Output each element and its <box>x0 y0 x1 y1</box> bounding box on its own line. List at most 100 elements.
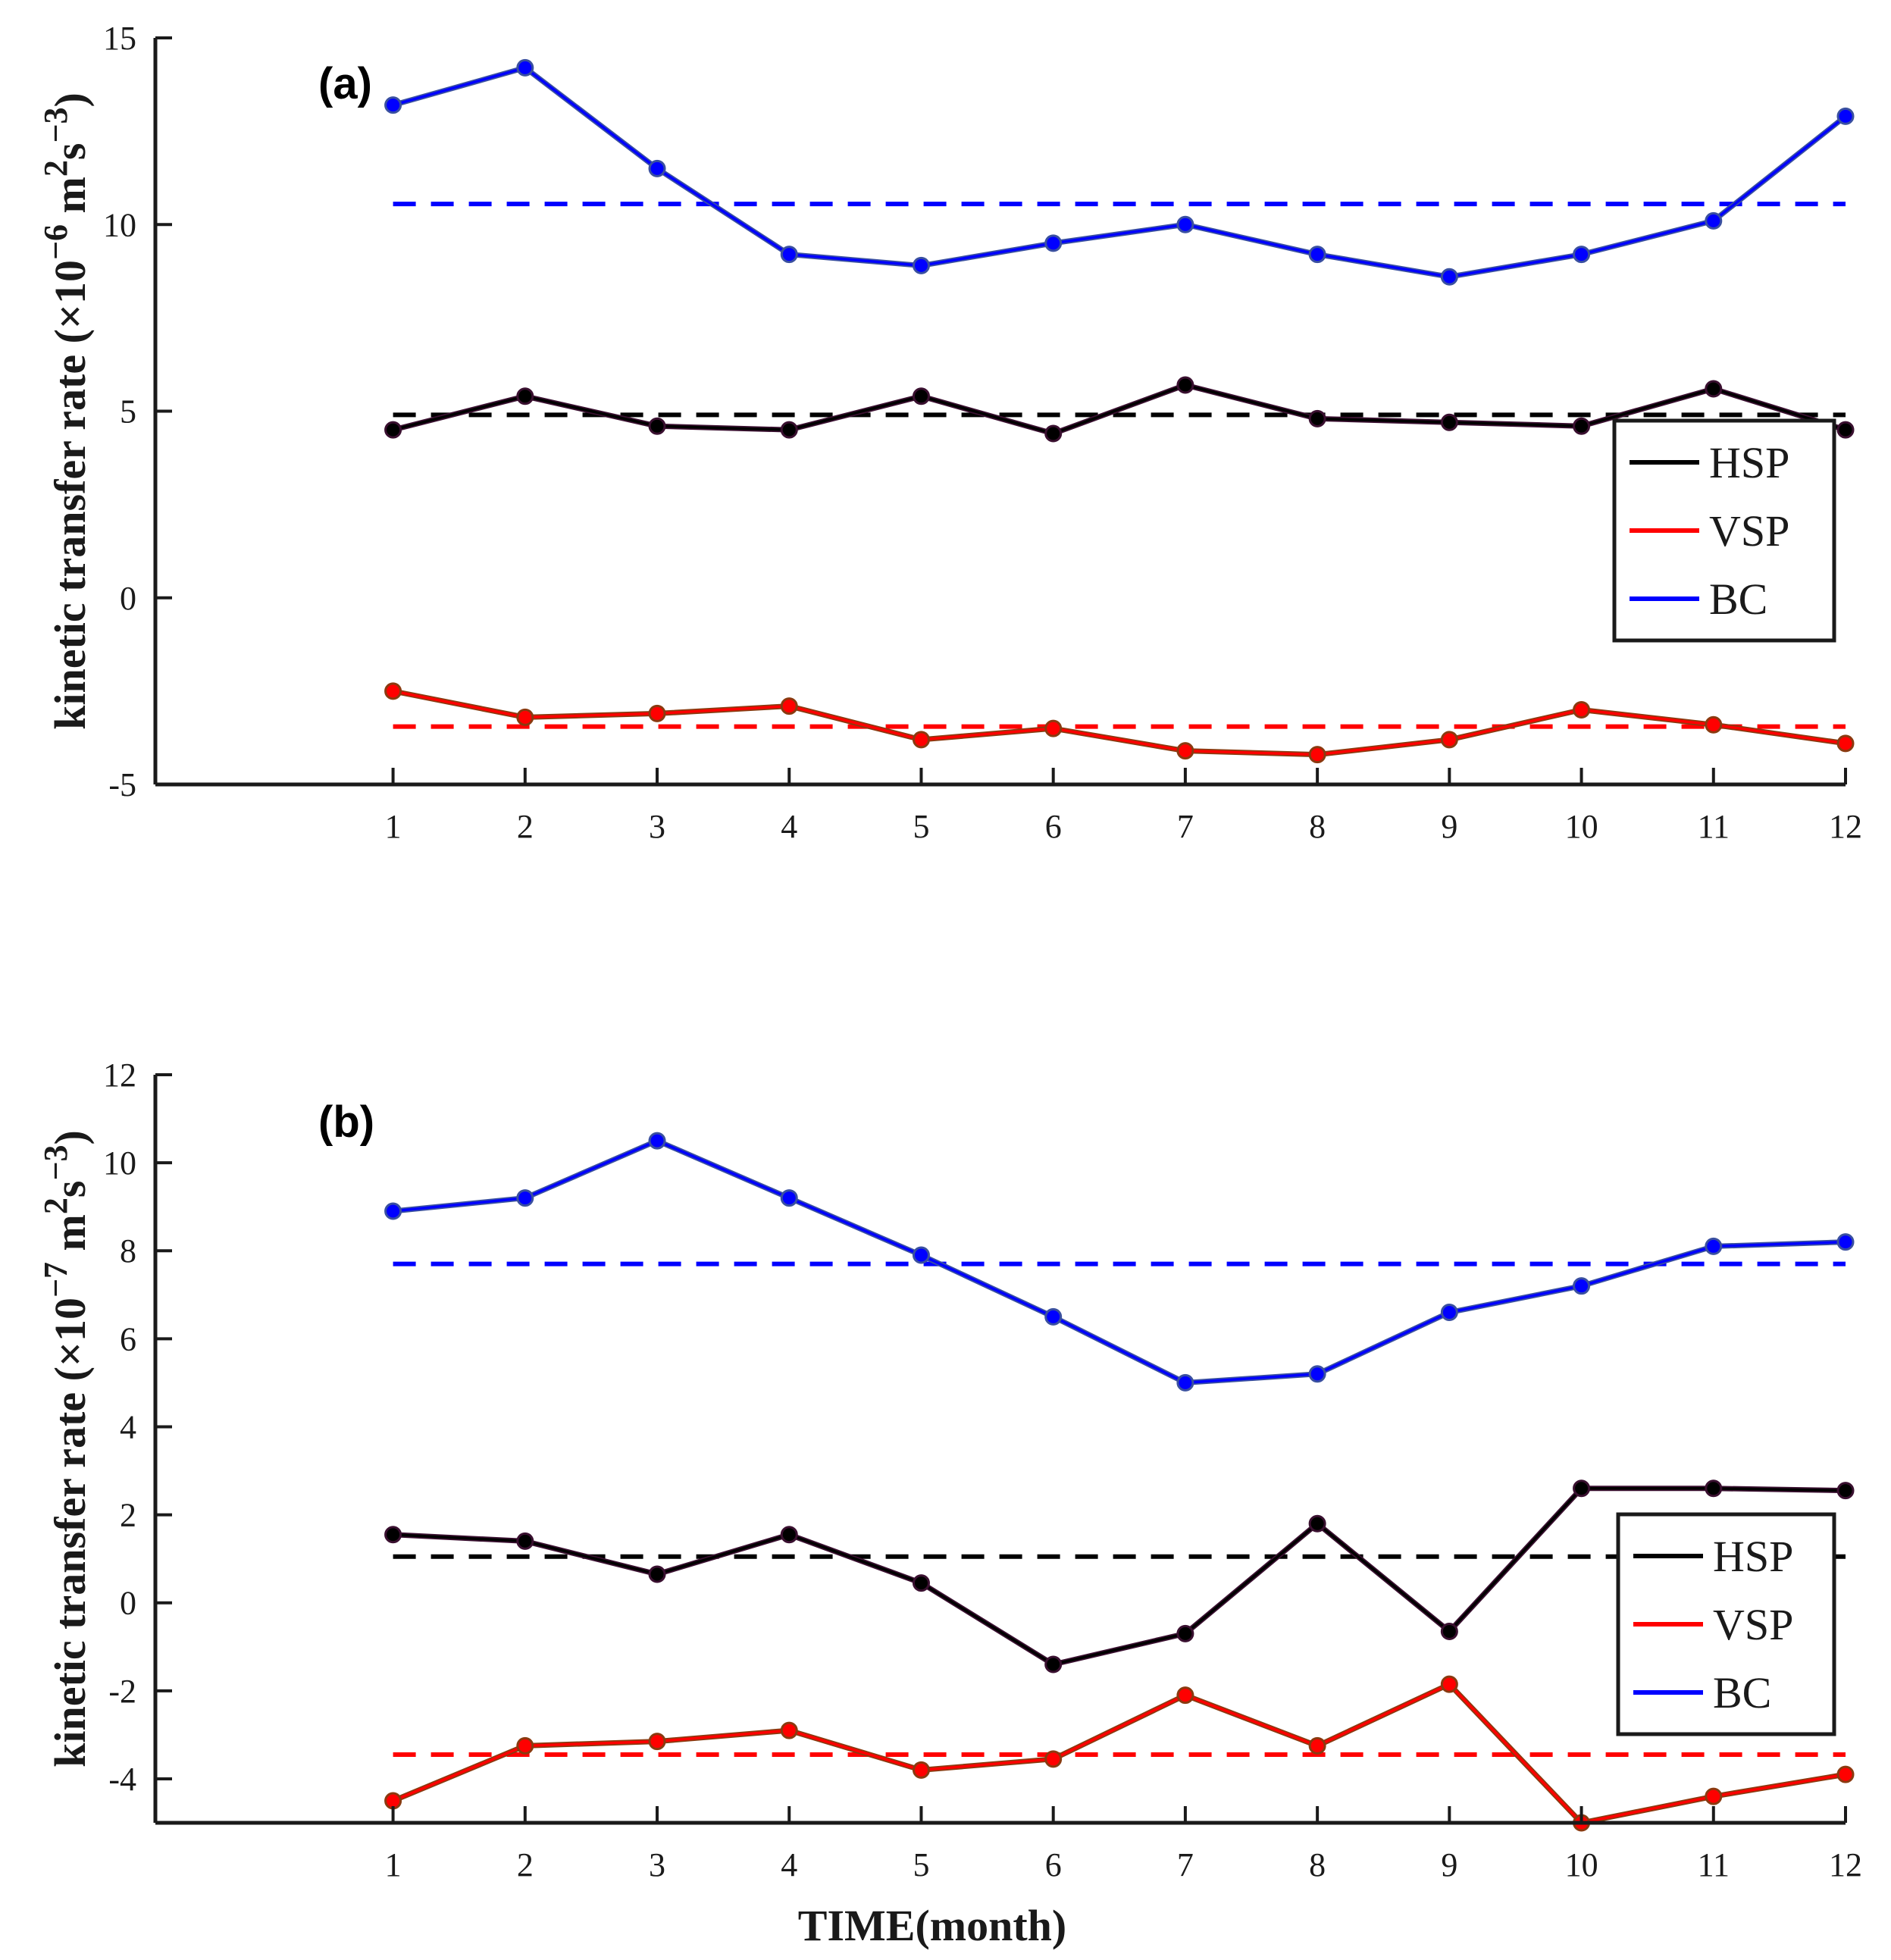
y-tick-label: 2 <box>120 1497 136 1534</box>
data-point-vsp-5 <box>912 731 930 749</box>
series-line-vsp <box>392 1683 1846 1824</box>
data-point-bc-7 <box>1176 215 1194 233</box>
x-tick-label: 8 <box>1309 808 1326 845</box>
data-point-vsp-1 <box>384 682 402 700</box>
data-point-vsp-7 <box>1176 1686 1194 1705</box>
series-line-bc <box>393 66 1847 278</box>
y-tick-label: 0 <box>120 580 136 617</box>
x-tick-label: 10 <box>1565 1846 1598 1883</box>
y-tick-label: 15 <box>103 20 136 57</box>
data-point-hsp-9 <box>1440 1622 1458 1640</box>
data-point-hsp-1 <box>384 1526 402 1544</box>
legend-label-bc: BC <box>1709 575 1767 624</box>
data-point-bc-4 <box>780 246 798 264</box>
y-tick-label: 10 <box>103 206 136 243</box>
data-point-bc-6 <box>1044 1307 1063 1326</box>
x-tick-label: 6 <box>1045 1846 1062 1883</box>
legend-label-hsp: HSP <box>1709 438 1789 487</box>
series-line-hsp <box>393 1487 1846 1666</box>
y-label-part: m <box>45 177 95 224</box>
data-point-vsp-9 <box>1440 731 1458 749</box>
legend: HSP VSP BC <box>1616 1512 1836 1736</box>
y-tick-label: 12 <box>103 1057 136 1094</box>
data-point-hsp-4 <box>780 1526 798 1544</box>
data-point-hsp-2 <box>516 387 534 405</box>
data-point-bc-1 <box>384 1202 402 1220</box>
data-point-bc-3 <box>648 159 666 177</box>
data-point-vsp-6 <box>1044 1750 1063 1768</box>
data-point-bc-1 <box>384 96 402 114</box>
data-point-vsp-4 <box>780 1721 798 1739</box>
data-point-bc-9 <box>1440 1304 1458 1322</box>
legend-label-hsp: HSP <box>1713 1532 1793 1581</box>
series-shadow-vsp <box>392 688 1846 758</box>
legend-label-vsp: VSP <box>1709 506 1789 556</box>
data-point-bc-11 <box>1705 1237 1723 1255</box>
data-point-bc-9 <box>1440 268 1458 286</box>
data-point-vsp-1 <box>384 1792 402 1810</box>
data-point-vsp-2 <box>516 708 534 726</box>
data-point-vsp-12 <box>1836 1765 1855 1783</box>
x-tick-label: 11 <box>1698 1846 1730 1883</box>
data-point-bc-2 <box>516 58 534 77</box>
data-point-vsp-3 <box>648 1733 666 1751</box>
data-point-hsp-11 <box>1705 1479 1723 1498</box>
y-tick-label: 4 <box>120 1408 136 1445</box>
data-point-hsp-12 <box>1836 1482 1855 1500</box>
x-tick-label: 2 <box>517 1846 534 1883</box>
y-tick-label: -5 <box>108 766 136 803</box>
data-point-vsp-2 <box>516 1736 534 1755</box>
y-label-superscript: −3 <box>37 1144 74 1180</box>
x-tick-label: 3 <box>649 808 665 845</box>
data-point-hsp-6 <box>1044 424 1063 443</box>
data-point-vsp-6 <box>1044 719 1063 737</box>
data-point-hsp-8 <box>1308 409 1326 427</box>
y-axis-label: kinetic transfer rate (×10−7 m2s−3) <box>37 1130 95 1767</box>
legend: HSP VSP BC <box>1612 418 1836 643</box>
y-label-part: s <box>45 1181 95 1198</box>
x-tick-label: 11 <box>1698 808 1730 845</box>
data-point-hsp-5 <box>912 387 930 405</box>
data-point-bc-7 <box>1176 1373 1194 1392</box>
data-point-bc-4 <box>780 1189 798 1207</box>
data-point-hsp-4 <box>780 421 798 439</box>
x-tick-label: 7 <box>1177 808 1194 845</box>
y-label-part: m <box>45 1214 95 1262</box>
x-tick-label: 12 <box>1829 1846 1862 1883</box>
data-point-bc-8 <box>1308 1365 1326 1383</box>
y-axis-label: kinetic transfer rate (×10−6 m2s−3) <box>37 92 95 730</box>
data-point-bc-3 <box>648 1132 666 1150</box>
x-tick-label: 7 <box>1177 1846 1194 1883</box>
data-point-bc-10 <box>1573 246 1591 264</box>
data-point-vsp-9 <box>1440 1675 1458 1693</box>
data-point-hsp-6 <box>1044 1655 1063 1674</box>
data-point-bc-12 <box>1836 107 1855 125</box>
y-tick-label: 8 <box>120 1232 136 1270</box>
y-label-part: s <box>45 143 95 161</box>
x-tick-label: 1 <box>385 808 402 845</box>
x-tick-label: 5 <box>913 808 929 845</box>
data-point-hsp-2 <box>516 1532 534 1550</box>
y-tick-label: -4 <box>108 1761 136 1798</box>
x-tick-label: 4 <box>781 808 797 845</box>
series-line-hsp <box>393 384 1846 435</box>
data-point-hsp-7 <box>1176 376 1194 394</box>
x-tick-label: 1 <box>385 1846 402 1883</box>
series-shadow-bc <box>392 64 1848 280</box>
data-point-vsp-10 <box>1573 701 1591 719</box>
x-tick-label: 2 <box>517 808 534 845</box>
data-point-bc-10 <box>1573 1277 1591 1295</box>
x-axis-label: TIME(month) <box>798 1901 1066 1950</box>
x-tick-label: 9 <box>1441 808 1457 845</box>
series-line-vsp <box>393 690 1846 756</box>
legend-label-vsp: VSP <box>1713 1600 1793 1649</box>
x-tick-label: 6 <box>1045 808 1062 845</box>
data-point-vsp-8 <box>1308 746 1326 764</box>
data-point-bc-8 <box>1308 246 1326 264</box>
data-point-hsp-9 <box>1440 413 1458 431</box>
y-tick-label: 10 <box>103 1144 136 1182</box>
data-point-hsp-3 <box>648 417 666 435</box>
data-point-bc-11 <box>1705 211 1723 230</box>
